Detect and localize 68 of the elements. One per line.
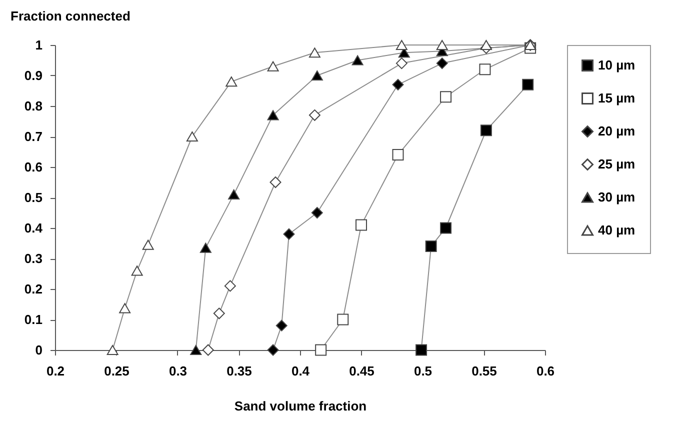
legend-label: 40 µm [598,222,636,238]
point [142,240,154,250]
point [480,40,492,50]
y-tick-label: 1 [35,38,42,52]
point [337,314,349,326]
point [522,78,534,90]
point [228,189,240,200]
x-tick-label: 0.35 [226,364,252,378]
x-tick-label: 0.5 [414,364,432,378]
y-tick-label: 0.1 [24,312,42,327]
y-tick-label: 0.3 [24,251,42,266]
point [213,308,225,320]
point [396,58,408,70]
y-tick-label: 0.2 [24,282,42,296]
point [480,124,492,136]
point [315,344,327,356]
y-tick-label: 0.6 [24,160,42,174]
point [276,320,288,332]
x-axis-title: Sand volume fraction [234,398,367,414]
point [267,344,279,356]
point [267,61,279,72]
point [131,266,143,276]
point [352,55,364,66]
y-tick-label: 0.4 [24,220,44,236]
point [311,207,323,218]
y-tick-label: 0.9 [24,68,42,83]
x-tick-label: 0.2 [46,364,65,378]
point [224,280,236,292]
point [425,240,437,252]
x-tick-label: 0.55 [472,364,497,378]
point [392,78,404,90]
point [308,109,320,121]
point [119,303,131,314]
point [436,40,448,50]
point [396,40,408,50]
y-tick-label: 0.5 [24,190,42,205]
x-tick-label: 0.3 [168,364,188,378]
y-tick-label: 0.8 [24,98,42,114]
point [106,344,118,356]
point [202,344,214,356]
point [392,149,404,161]
legend-label: 10 µm [598,58,636,72]
legend-label: 20 µm [598,124,636,138]
x-tick-label: 0.6 [536,364,555,378]
point [416,344,428,356]
point [190,344,202,356]
point [270,176,282,188]
point [440,222,452,234]
x-tick-label: 0.25 [104,364,130,378]
point [440,91,452,103]
y-axis-title: Fraction connected [10,8,130,24]
y-tick-label: 0.7 [24,129,42,144]
point [226,76,238,87]
point [436,58,448,70]
point [308,48,320,58]
point [186,131,198,142]
point [200,242,212,253]
point [283,228,295,240]
x-tick-label: 0.4 [291,364,310,378]
legend-label: 25 µm [598,156,636,172]
point [267,110,279,120]
y-tick-label: 0 [35,342,42,358]
point [311,70,323,81]
legend-label: 15 µm [598,90,636,106]
point [479,64,491,76]
x-tick-label: 0.45 [349,364,374,378]
legend-label: 30 µm [598,190,636,204]
point [356,219,367,231]
